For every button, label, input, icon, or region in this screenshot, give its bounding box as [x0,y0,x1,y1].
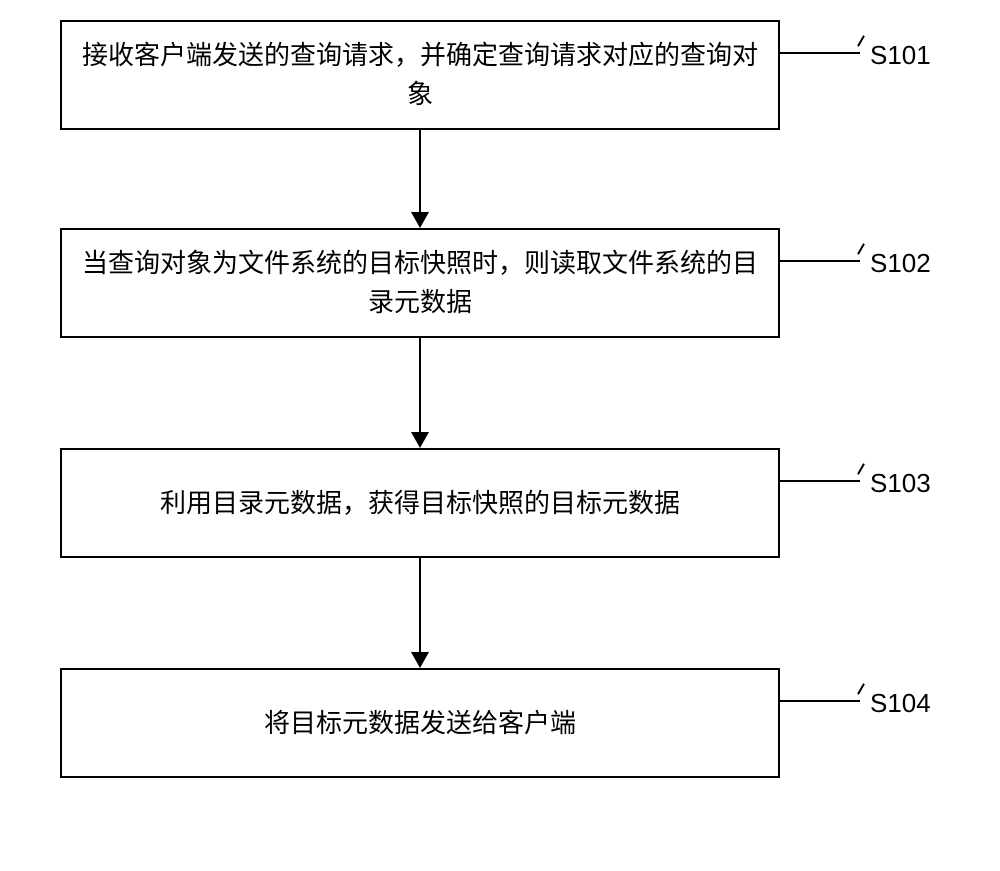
arrow-head-icon [411,652,429,668]
connector-line [780,700,860,702]
node-label-s103: S103 [870,468,931,499]
flowchart-container: 接收客户端发送的查询请求，并确定查询请求对应的查询对象 S101 当查询对象为文… [0,0,1000,871]
node-label-s104: S104 [870,688,931,719]
flowchart-arrow [419,558,421,652]
arrow-head-icon [411,212,429,228]
flowchart-arrow [419,338,421,432]
connector-line [780,480,860,482]
connector-line [780,52,860,54]
node-label-s101: S101 [870,40,931,71]
node-text: 利用目录元数据，获得目标快照的目标元数据 [160,484,680,523]
node-text: 接收客户端发送的查询请求，并确定查询请求对应的查询对象 [82,36,758,114]
flowchart-node-s103: 利用目录元数据，获得目标快照的目标元数据 [60,448,780,558]
node-text: 将目标元数据发送给客户端 [264,704,576,743]
flowchart-arrow [419,130,421,212]
arrow-head-icon [411,432,429,448]
connector-tick [857,35,865,46]
node-text: 当查询对象为文件系统的目标快照时，则读取文件系统的目录元数据 [82,244,758,322]
connector-tick [857,463,865,474]
connector-line [780,260,860,262]
connector-tick [857,243,865,254]
flowchart-node-s101: 接收客户端发送的查询请求，并确定查询请求对应的查询对象 [60,20,780,130]
flowchart-node-s102: 当查询对象为文件系统的目标快照时，则读取文件系统的目录元数据 [60,228,780,338]
connector-tick [857,683,865,694]
flowchart-node-s104: 将目标元数据发送给客户端 [60,668,780,778]
node-label-s102: S102 [870,248,931,279]
